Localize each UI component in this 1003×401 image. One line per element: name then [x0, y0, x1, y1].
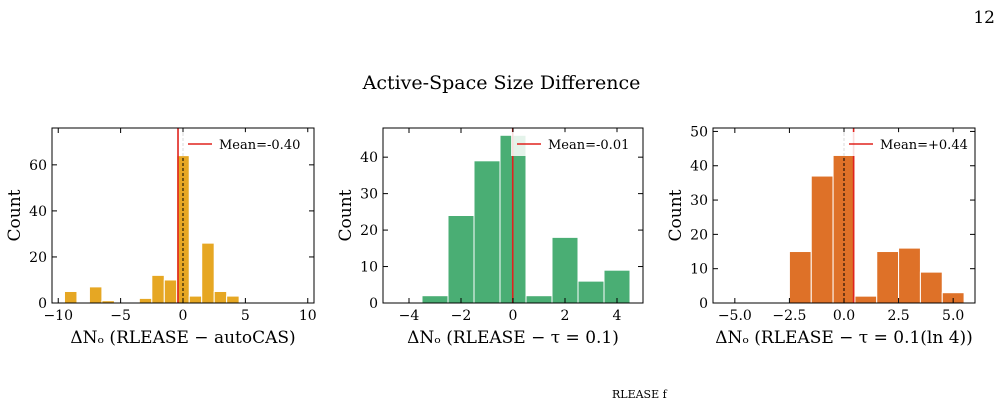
x-tick-label: 4	[613, 308, 622, 324]
legend-label: Mean=-0.01	[548, 138, 629, 153]
x-tick-label: −2.5	[772, 308, 806, 324]
y-axis-label: Count	[666, 189, 686, 241]
figure-title: Active-Space Size Difference	[362, 72, 641, 94]
histogram-bar	[898, 247, 921, 304]
y-tick-label: 0	[369, 296, 378, 312]
page-number: 12	[973, 8, 995, 28]
histogram-bar	[213, 290, 228, 304]
y-tick-label: 10	[360, 260, 378, 276]
y-tick-label: 30	[690, 193, 708, 209]
x-tick-label: −4	[399, 308, 420, 324]
histogram-bar	[226, 295, 240, 304]
x-tick-label: 5	[241, 308, 250, 324]
y-tick-label: 20	[360, 223, 378, 239]
x-tick-label: 0	[509, 308, 518, 324]
y-tick-label: 20	[29, 250, 47, 266]
x-axis-label: ΔNₒ (RLEASE − autoCAS)	[70, 328, 295, 348]
y-tick-label: 0	[699, 296, 708, 312]
y-tick-label: 40	[360, 150, 378, 166]
histogram-bar	[447, 215, 475, 304]
y-tick-label: 40	[690, 159, 708, 175]
legend-label: Mean=+0.44	[880, 138, 968, 153]
x-tick-label: 10	[299, 308, 317, 324]
histogram-bar	[138, 297, 153, 304]
x-tick-label: 2	[561, 308, 570, 324]
x-axis-label: ΔNₒ (RLEASE − τ = 0.1)	[407, 328, 619, 348]
x-tick-label: −10	[43, 308, 73, 324]
histogram-bar	[151, 274, 165, 304]
y-tick-label: 60	[29, 158, 47, 174]
x-tick-label: −5.0	[718, 308, 752, 324]
x-tick-label: −5	[110, 308, 131, 324]
x-tick-label: 5.0	[942, 308, 964, 324]
histogram-bar	[421, 295, 449, 304]
histogram-bar	[788, 251, 812, 304]
histogram-bar	[876, 251, 900, 304]
y-axis-label: Count	[336, 189, 356, 241]
legend-label: Mean=-0.40	[219, 138, 300, 153]
histogram-bar	[919, 271, 943, 304]
x-tick-label: 0	[179, 308, 188, 324]
histogram-bar	[163, 279, 178, 304]
histogram-bar	[473, 160, 501, 304]
x-tick-label: 0.0	[833, 308, 855, 324]
x-axis-label: ΔNₒ (RLEASE − τ = 0.1(ln 4))	[715, 328, 973, 348]
footer-fragment: RLEASE f	[612, 388, 667, 401]
histogram-bar	[854, 295, 878, 304]
histogram-bar	[525, 295, 553, 304]
y-tick-label: 30	[360, 187, 378, 203]
y-tick-label: 20	[690, 227, 708, 243]
histogram-bar	[603, 269, 631, 304]
histogram-bar	[810, 175, 834, 304]
y-tick-label: 50	[690, 124, 708, 140]
histogram-bar	[88, 286, 103, 304]
histogram-bar	[551, 236, 579, 304]
y-tick-label: 0	[38, 296, 47, 312]
y-tick-label: 10	[690, 262, 708, 278]
histogram-autocas: −10 −5 0 5 10 0 20 40 60 ΔNₒ (RLEASE − autoCAS) Co…	[5, 127, 317, 348]
histogram-tau-0-1-ln4: −5.0 −2.5 0.0 2.5 5.0 0 10 20 30 40 50 ΔNₒ (RLEASE …	[666, 124, 976, 348]
histogram-bar	[188, 295, 203, 304]
y-axis-label: Count	[5, 189, 25, 241]
x-tick-label: 2.5	[887, 308, 909, 324]
histogram-bar	[577, 280, 605, 304]
histogram-bar	[63, 290, 78, 304]
y-tick-label: 40	[29, 204, 47, 220]
histogram-bar	[201, 242, 215, 304]
x-tick-label: −2	[451, 308, 472, 324]
